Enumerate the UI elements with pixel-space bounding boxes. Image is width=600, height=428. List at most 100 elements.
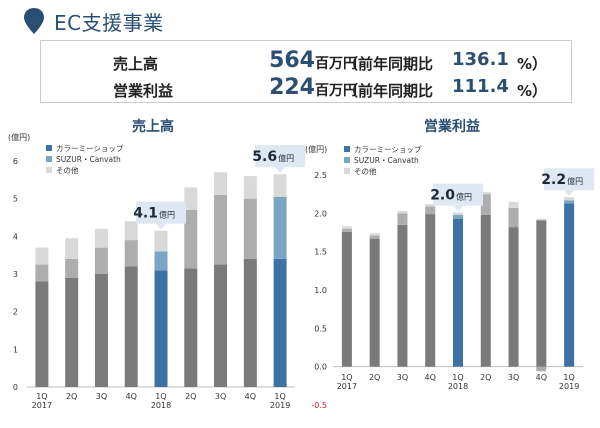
x-tick-label: 4Q — [126, 392, 137, 401]
chart-title-profit: 営業利益 — [424, 119, 480, 135]
bar-segment — [154, 230, 168, 252]
x-tick-label: 3Q — [397, 373, 408, 382]
bar-segment — [214, 194, 228, 265]
callout-unit: 億円 — [159, 210, 175, 220]
y-tick-label: 1.0 — [314, 286, 327, 295]
summary-yoy-suffix: %） — [517, 55, 548, 73]
y-tick-label: 6 — [13, 157, 18, 166]
y-tick-label: 2.5 — [314, 171, 327, 180]
bar-segment — [154, 270, 168, 387]
x-year-label: 2018 — [448, 382, 468, 391]
legend-swatch — [46, 145, 52, 151]
y-tick-label: 2.0 — [314, 209, 327, 218]
bar-segment — [273, 174, 287, 197]
bar-segment — [214, 172, 228, 195]
callout-unit: 億円 — [278, 153, 294, 163]
bar-segment — [94, 247, 108, 274]
bar-segment — [65, 238, 79, 259]
bar-segment — [564, 197, 575, 201]
callout-value: 5.6 — [252, 149, 277, 165]
summary-row-sales: 売上高 564 百万円 （前年同期比 136.1 %） — [41, 47, 571, 75]
x-tick-label: 2Q — [480, 373, 491, 382]
bar-segment — [425, 204, 436, 207]
summary-value: 564 — [269, 48, 315, 73]
summary-value: 224 — [269, 75, 315, 100]
map-pin-icon — [24, 8, 44, 34]
callout-unit: 億円 — [456, 192, 472, 202]
summary-yoy-value: 136.1 — [452, 49, 509, 70]
bar-segment — [184, 187, 198, 210]
bar-segment — [35, 264, 49, 282]
bar-segment — [397, 211, 408, 214]
y-tick-label: 5 — [13, 195, 18, 204]
bar-segment — [369, 235, 380, 239]
legend-swatch — [344, 157, 350, 163]
x-tick-label: 1Q — [155, 392, 166, 401]
bar-segment — [397, 224, 408, 367]
bar-segment — [341, 231, 352, 367]
callout-bubble — [255, 145, 306, 174]
bar-segment — [453, 214, 463, 219]
summary-unit: 百万円 — [315, 83, 357, 99]
bar-segment — [65, 258, 79, 278]
bar-segment — [273, 196, 287, 259]
bar-segment — [480, 194, 491, 215]
bar-segment — [124, 240, 138, 267]
x-year-label: 2019 — [559, 382, 579, 391]
page-title: EC支援事業 — [54, 10, 164, 35]
y-tick-label: 1 — [13, 345, 18, 354]
legend-label: カラーミーショップ — [56, 144, 124, 153]
bar-segment — [536, 218, 547, 221]
bar-segment — [243, 176, 257, 199]
x-tick-label: 4Q — [245, 392, 256, 401]
x-tick-label: 3Q — [96, 392, 107, 401]
x-tick-label: 2Q — [66, 392, 77, 401]
callout-bubble — [544, 168, 595, 197]
x-tick-label: 1Q — [341, 373, 352, 382]
y-tick-label: 1.5 — [314, 248, 327, 257]
summary-yoy-prefix: （前年同期比 — [343, 55, 434, 73]
x-tick-label: 2Q — [185, 392, 196, 401]
bar-segment — [341, 226, 352, 229]
callout-value: 2.2 — [541, 172, 566, 188]
bar-segment — [369, 238, 380, 367]
callout-bubble — [136, 201, 186, 230]
bar-segment — [65, 277, 79, 387]
bar-segment — [184, 268, 198, 387]
bar-segment — [453, 212, 463, 215]
y-axis-label: (億円) — [8, 132, 30, 142]
x-tick-label: 4Q — [425, 373, 436, 382]
y-tick-label: -0.5 — [311, 401, 327, 410]
y-tick-label: 3 — [13, 270, 18, 279]
legend-swatch — [46, 167, 52, 173]
x-tick-label: 3Q — [215, 392, 226, 401]
bar-segment — [273, 258, 287, 387]
x-year-label: 2019 — [270, 401, 290, 410]
summary-yoy-suffix: %） — [517, 82, 548, 100]
bar-segment — [425, 214, 436, 367]
bar-segment — [425, 206, 436, 215]
x-tick-label: 3Q — [508, 373, 519, 382]
summary-box: 売上高 564 百万円 （前年同期比 136.1 %） 営業利益 224 百万円… — [40, 40, 572, 103]
y-axis-label: (億円) — [305, 144, 327, 154]
legend-swatch — [46, 156, 52, 162]
y-tick-label: 0.5 — [314, 324, 327, 333]
summary-unit: 百万円 — [315, 56, 357, 72]
x-tick-label: 1Q — [274, 392, 285, 401]
bar-segment — [508, 201, 519, 208]
y-tick-label: 4 — [13, 232, 18, 241]
x-year-label: 2017 — [337, 382, 357, 391]
bar-segment — [124, 221, 138, 241]
x-tick-label: 4Q — [536, 373, 547, 382]
bar-segment — [480, 214, 491, 367]
legend-label: その他 — [354, 166, 377, 176]
callout-value: 4.1 — [133, 206, 158, 222]
x-year-label: 2018 — [151, 401, 171, 410]
bar-segment — [243, 198, 257, 259]
y-tick-label: 0 — [13, 383, 18, 392]
bar-segment — [35, 281, 49, 387]
bar-segment — [341, 228, 352, 232]
bar-segment — [508, 207, 519, 228]
